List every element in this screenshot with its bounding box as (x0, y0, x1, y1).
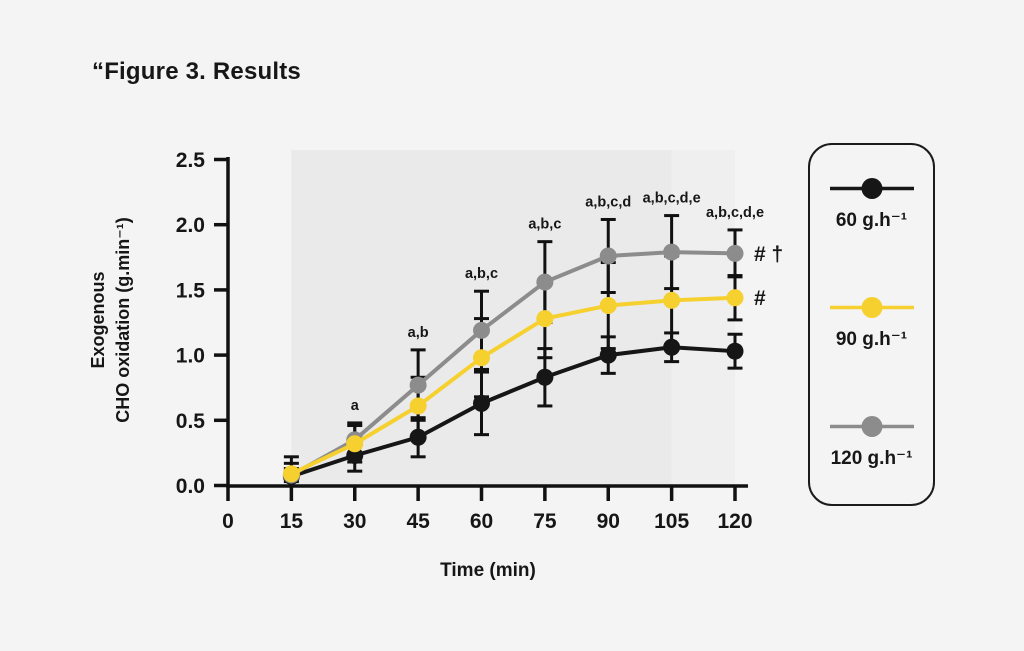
x-tick-label: 90 (597, 510, 620, 533)
series-120-marker (663, 243, 681, 261)
x-tick-label: 0 (222, 510, 234, 533)
y-tick-label: 1.5 (176, 279, 206, 302)
y-tick-label: 2.5 (176, 149, 206, 172)
series-90-marker (346, 435, 364, 453)
series-90-marker (282, 465, 300, 483)
series-120-end-marker: # † (754, 243, 783, 266)
series-120-marker (473, 321, 490, 339)
series-60-marker (536, 368, 554, 386)
series-90-marker (536, 310, 554, 328)
series-90-marker (473, 349, 490, 367)
series-120-marker (599, 247, 617, 265)
series-90-marker (599, 297, 617, 315)
series-120-line (290, 250, 736, 477)
x-tick-label: 15 (280, 510, 304, 533)
plot-band (671, 150, 735, 487)
x-tick-label: 45 (406, 510, 430, 533)
y-axis-title-line1: Exogenous (88, 271, 108, 368)
x-tick-label: 75 (533, 510, 557, 533)
legend-entry-120: 120 g.h⁻¹ (827, 413, 917, 470)
series-120-marker (409, 376, 427, 394)
x-tick-label: 120 (717, 510, 752, 533)
series-60-marker (663, 338, 681, 356)
series-120-marker (726, 244, 744, 262)
x-axis-title: Time (min) (440, 560, 536, 581)
y-axis-title-line2: CHO oxidation (g.min⁻¹) (113, 217, 133, 422)
series-60-marker (473, 394, 490, 412)
series-90-marker (409, 397, 427, 415)
significance-annotation: a,b,c,d,e (643, 191, 701, 207)
significance-annotation: a,b,c,d,e (706, 205, 764, 221)
legend-label-60: 60 g.h⁻¹ (835, 210, 908, 231)
x-tick-label: 30 (343, 510, 366, 533)
series-60-marker (599, 346, 617, 364)
significance-annotation: a,b,c (465, 266, 498, 282)
y-tick-label: 0.5 (176, 410, 206, 433)
significance-annotation: a (351, 398, 360, 414)
significance-annotation: a,b,c,d (585, 194, 631, 210)
legend-entry-90: 90 g.h⁻¹ (827, 294, 917, 351)
series-120-marker (536, 273, 554, 291)
x-tick-label: 105 (654, 510, 689, 533)
significance-annotation: a,b,c (528, 217, 561, 233)
series-60-marker (346, 447, 364, 465)
y-tick-label: 1.0 (176, 345, 205, 368)
legend-marker-60-icon (829, 178, 914, 199)
legend-label-90: 90 g.h⁻¹ (835, 329, 908, 350)
y-tick-label: 2.0 (176, 214, 205, 237)
legend-marker-120-icon (829, 416, 914, 437)
legend-entry-60: 60 g.h⁻¹ (827, 175, 917, 232)
series-90-line (290, 295, 736, 476)
series-90-end-marker: # (754, 287, 766, 310)
chart-legend: 60 g.h⁻¹ 90 g.h⁻¹ 120 g.h⁻¹ (808, 143, 935, 506)
y-tick-label: 0.0 (176, 475, 205, 498)
series-60-line (290, 345, 736, 479)
series-90-marker (726, 289, 744, 307)
legend-label-120: 120 g.h⁻¹ (830, 448, 913, 469)
series-60-marker (409, 428, 427, 446)
x-tick-label: 60 (470, 510, 493, 533)
series-90-marker (663, 291, 681, 309)
legend-marker-90-icon (829, 297, 914, 318)
series-60-marker (726, 342, 744, 360)
figure-title: “Figure 3. Results (92, 58, 301, 85)
significance-annotation: a,b (408, 325, 429, 341)
